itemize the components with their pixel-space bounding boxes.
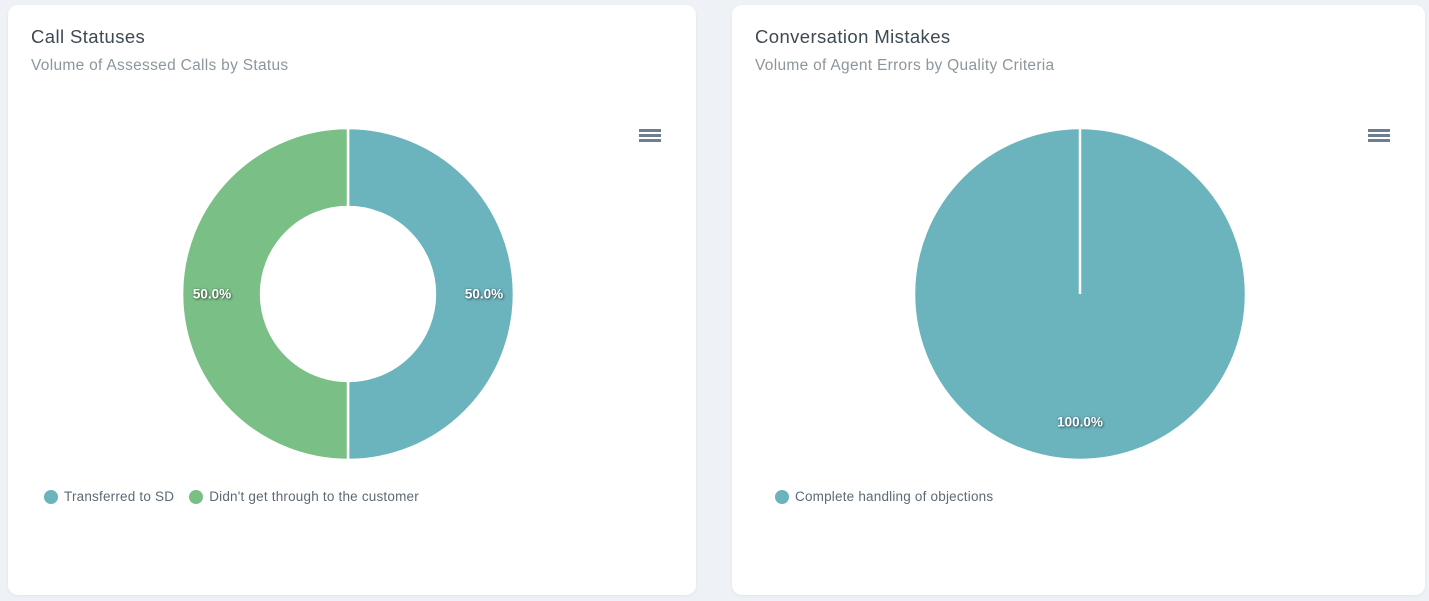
call-statuses-card: Call Statuses Volume of Assessed Calls b…	[8, 5, 696, 595]
card-title: Call Statuses	[31, 26, 146, 47]
pie-slice-label: 50.0%	[465, 287, 503, 302]
chart-legend: Complete handling of objections	[775, 489, 993, 504]
legend-label: Didn't get through to the customer	[209, 489, 419, 504]
pie-slice-label: 50.0%	[193, 287, 231, 302]
conversation-mistakes-pie-chart: 100.0%	[912, 126, 1248, 462]
card-title: Conversation Mistakes	[755, 26, 951, 47]
legend-dot	[189, 489, 204, 504]
call-statuses-donut-chart: 50.0% 50.0%	[180, 126, 516, 462]
legend-dot	[44, 489, 58, 504]
legend-label: Complete handling of objections	[795, 489, 994, 504]
card-subtitle: Volume of Agent Errors by Quality Criter…	[755, 57, 1055, 74]
pie-slice[interactable]	[180, 126, 350, 462]
card-header: Conversation Mistakes Volume of Agent Er…	[755, 26, 1054, 75]
legend-dot	[775, 489, 789, 504]
legend-label: Transferred to SD	[64, 489, 175, 504]
legend-item-complete-handling[interactable]: Complete handling of objections	[775, 489, 993, 504]
chart-context-menu-button[interactable]	[1363, 122, 1395, 148]
pie-slice[interactable]	[346, 126, 516, 462]
card-subtitle: Volume of Assessed Calls by Status	[31, 57, 289, 74]
conversation-mistakes-card: Conversation Mistakes Volume of Agent Er…	[732, 5, 1425, 595]
card-header: Call Statuses Volume of Assessed Calls b…	[31, 26, 288, 75]
legend-item-didnt-get-through[interactable]: Didn't get through to the customer	[189, 489, 419, 504]
legend-item-transferred-to-sd[interactable]: Transferred to SD	[44, 489, 174, 504]
chart-context-menu-button[interactable]	[634, 122, 666, 148]
hamburger-menu-icon	[1368, 127, 1390, 144]
hamburger-menu-icon	[639, 127, 661, 144]
chart-legend: Transferred to SD Didn't get through to …	[44, 489, 419, 504]
pie-slice-label: 100.0%	[1057, 414, 1103, 429]
